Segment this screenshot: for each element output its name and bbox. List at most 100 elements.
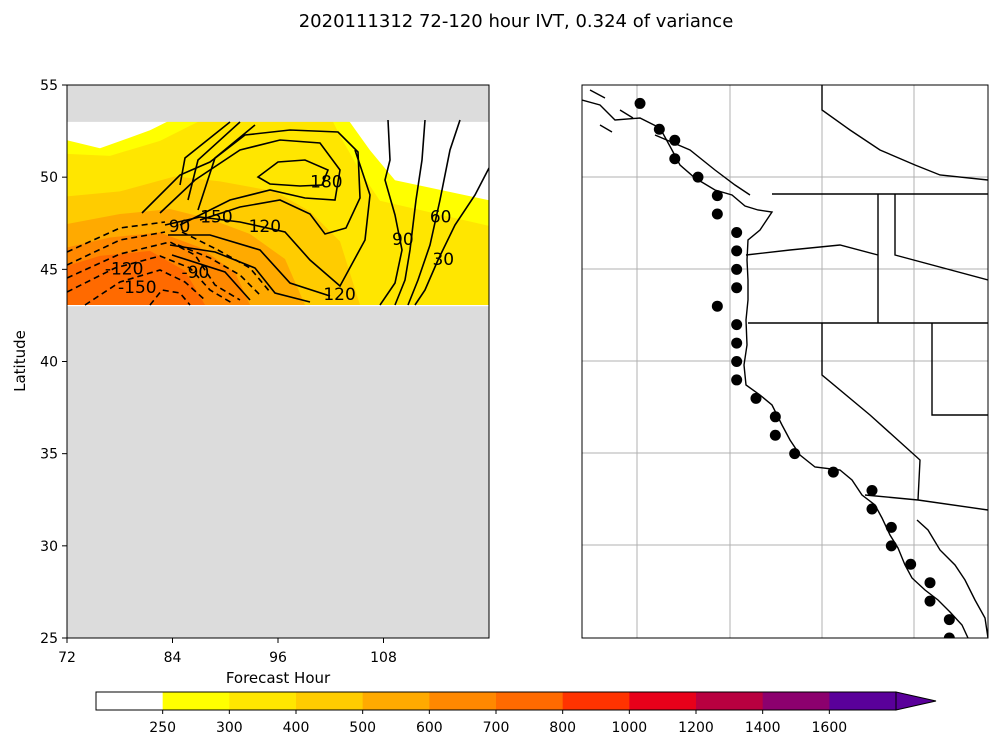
colorbar-segment [696,692,764,710]
contour-line-dashed [67,255,233,304]
station-marker [731,337,743,349]
map-frame [581,84,989,639]
colorbar-tick-label: 400 [283,720,310,736]
contour-line-dashed [181,231,271,293]
contour-label: 90 [169,217,191,237]
station-marker [789,448,801,460]
station-marker [750,392,762,404]
contour-line-dashed [149,289,191,306]
colorbar-segment [829,692,897,710]
colorbar-segment [562,692,630,710]
colorbar-tick-label: 800 [549,720,576,736]
y-tick-label: 45 [40,262,58,278]
station-marker [731,356,743,367]
station-marker [769,429,781,441]
colorbar-segment [296,692,364,710]
station-marker [924,595,936,607]
contour-label: 60 [430,208,452,228]
y-axis-label: Latitude [11,330,29,392]
montana-border [894,194,988,281]
contour-label: 120 [323,285,355,305]
coastline [582,99,969,638]
colorbar-segment [496,692,564,710]
station-marker [866,485,878,497]
hovmoller-panel: 180 150 120 90 120 90 60 30 -90 -120-150 72 84 96 10… [11,78,490,687]
colorbar-tick-label: 1000 [612,720,648,736]
contour-label: 90 [392,230,414,250]
british-columbia-interior [821,85,988,181]
contour-line-dashed [84,269,206,306]
contour-line-dashed [177,244,261,296]
station-marker [866,503,878,515]
station-marker [769,411,781,423]
station-marker [731,226,743,238]
contour-line-solid [171,254,251,301]
x-tick-label: 96 [269,650,287,666]
station-marker [905,558,917,570]
colorbar-segment [162,692,230,710]
station-marker [653,123,665,135]
colorbar-tick-label: 700 [483,720,510,736]
station-marker [692,171,704,183]
colorbar-tick-label: 600 [416,720,443,736]
colorbar-segment [629,692,697,710]
station-marker [943,632,955,638]
contour-line-solid [407,119,461,306]
coast-inlet [589,89,634,133]
contour-line-solid [168,234,331,297]
station-marker [731,319,743,331]
contour-line-solid [169,244,311,303]
north-mask [67,85,489,122]
station-marker [711,208,723,220]
colorbar-tick-label: 1400 [745,720,781,736]
contour-label: -120 [105,259,144,279]
y-tick-label: 55 [40,78,58,94]
x-axis-label: Forecast Hour [226,669,331,687]
station-marker [711,300,723,312]
chart-title: 2020111312 72-120 hour IVT, 0.324 of var… [299,11,734,32]
y-tick-label: 40 [40,355,58,371]
station-marker [924,577,936,589]
y-tick-label: 50 [40,170,58,186]
contour-label: 120 [249,217,281,237]
colorbar-extend-arrow [895,691,937,711]
y-tick-label: 30 [40,539,58,555]
baja-peninsula [916,519,988,638]
contour-line-solid [179,121,231,186]
station-marker [731,282,743,294]
station-marker [731,374,743,386]
station-marker [943,614,955,626]
colorbar-segment [762,692,830,710]
station-marker [669,153,681,165]
contour-line-solid [256,159,330,187]
colorbar-segment [229,692,297,710]
colorbar-segment [362,692,430,710]
washington-oregon-border [745,244,879,256]
contour-line-solid [164,149,371,288]
map-panel [581,84,989,639]
colorbar-segment [96,692,164,710]
station-marker [634,97,646,109]
colorbar-tick-label: 500 [349,720,376,736]
contour-label: 30 [432,250,454,270]
colorbar-tick-label: 1600 [812,720,848,736]
mexico-border [864,494,988,511]
contour-label: 180 [310,173,342,193]
colorbar-tick-label: 300 [216,720,243,736]
contour-line-solid [187,121,241,201]
colorbar-segment [429,692,497,710]
station-marker [885,540,897,552]
contour-line-solid [394,119,426,306]
colorbar-tick-label: 250 [149,720,176,736]
station-marker [827,466,839,478]
contour-label: 150 [200,208,232,228]
colorbar-tick-label: 1200 [678,720,714,736]
nevada-east-border [931,323,988,416]
x-tick-label: 84 [164,650,182,666]
ivt-band-700 [67,250,205,305]
contour-line-dashed [67,241,241,301]
colorbar: 250 300 400 500 600 700 800 1000 1200 1400 1600 [95,691,937,736]
y-tick-label: 35 [40,447,58,463]
x-tick-label: 108 [370,650,397,666]
